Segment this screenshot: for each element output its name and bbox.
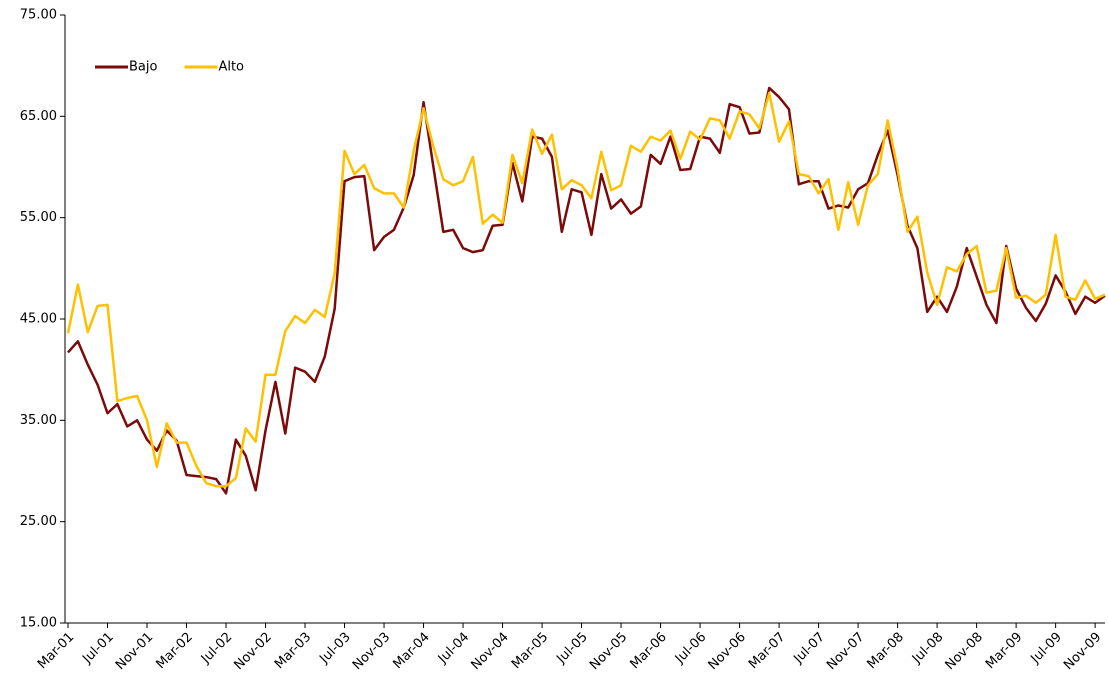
x-tick-label: Jul-07 [790,630,827,667]
x-tick-label: Jul-02 [198,630,235,667]
x-tick-label: Jul-04 [435,630,472,667]
x-tick-label: Nov-06 [706,630,749,673]
x-tick-label: Nov-04 [469,630,512,673]
x-tick-label: Nov-05 [587,630,630,673]
y-tick-label: 65.00 [20,109,57,124]
x-tick-label: Nov-02 [232,630,275,673]
series-line [66,91,1106,488]
legend-label: Bajo [129,60,157,75]
legend-label: Alto [218,60,244,75]
x-tick-label: Jul-08 [909,630,946,667]
y-tick-label: 55.00 [20,210,57,225]
x-tick-label: Nov-03 [350,630,393,673]
y-tick-label: 75.00 [20,8,57,23]
x-tick-label: Nov-09 [1061,630,1104,673]
x-tick-label: Mar-01 [35,630,77,672]
x-tick-label: Jul-09 [1028,630,1065,667]
x-tick-label: Mar-06 [627,630,669,672]
x-tick-label: Mar-02 [153,630,195,672]
y-tick-label: 25.00 [20,514,57,529]
y-tick-label: 45.00 [20,312,57,327]
x-tick-label: Mar-07 [746,630,788,672]
x-tick-label: Nov-07 [824,630,867,673]
y-tick-label: 15.00 [20,616,57,631]
y-tick-label: 35.00 [20,413,57,428]
x-tick-label: Nov-01 [113,630,156,673]
series-line [67,86,1106,495]
x-tick-label: Jul-05 [553,630,590,667]
x-tick-label: Jul-01 [79,630,116,667]
x-tick-label: Jul-03 [316,630,353,667]
x-tick-label: Mar-08 [865,630,907,672]
x-tick-label: Mar-03 [272,630,314,672]
x-tick-label: Mar-04 [390,630,432,672]
x-tick-label: Jul-06 [672,630,709,667]
x-tick-label: Mar-05 [509,630,551,672]
x-tick-label: Nov-08 [943,630,986,673]
x-tick-label: Mar-09 [983,630,1025,672]
